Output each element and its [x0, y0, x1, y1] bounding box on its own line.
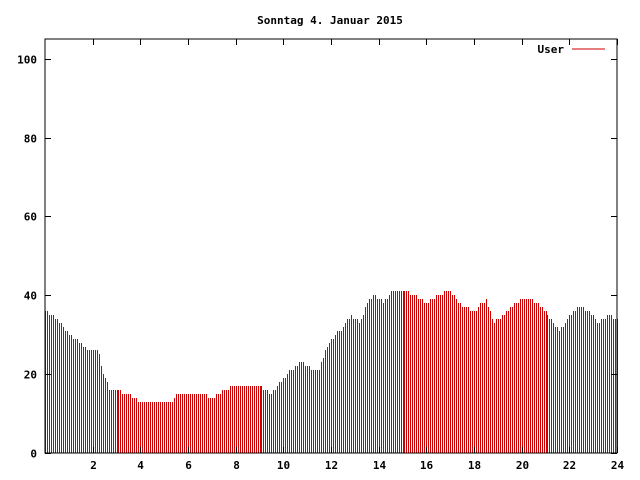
y-tick-label: 100 — [17, 54, 37, 67]
x-tick-label: 16 — [420, 459, 434, 472]
x-tick-label: 6 — [185, 459, 192, 472]
x-tick-label: 20 — [516, 459, 529, 472]
x-tick-label: 4 — [137, 459, 144, 472]
x-tick-label: 14 — [373, 459, 387, 472]
y-tick-label: 0 — [30, 448, 37, 461]
x-tick-label: 10 — [277, 459, 290, 472]
legend: User — [538, 43, 605, 56]
y-tick-label: 20 — [24, 369, 37, 382]
y-tick-label: 40 — [24, 290, 37, 303]
x-tick-label: 18 — [468, 459, 481, 472]
x-tick-label: 2 — [90, 459, 97, 472]
legend-label-user: User — [538, 43, 565, 56]
bar-series — [45, 291, 618, 453]
x-tick-label: 8 — [233, 459, 240, 472]
x-tick-label: 24 — [611, 459, 625, 472]
x-tick-label: 22 — [563, 459, 576, 472]
y-tick-label: 80 — [24, 133, 37, 146]
chart-title: Sonntag 4. Januar 2015 — [257, 14, 403, 27]
y-tick-label: 60 — [24, 211, 37, 224]
x-tick-label: 12 — [325, 459, 338, 472]
